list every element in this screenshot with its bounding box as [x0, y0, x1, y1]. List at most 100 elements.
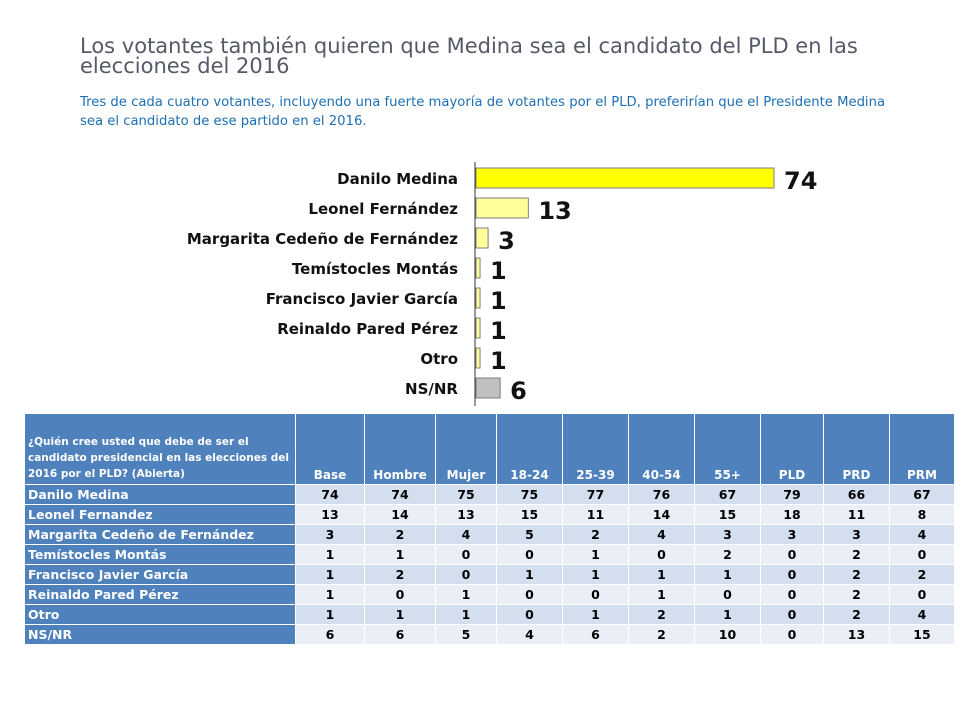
- table-cell: 4: [435, 524, 497, 545]
- table-cell: 8: [889, 504, 955, 525]
- table-cell: 0: [889, 584, 955, 605]
- column-header: 55+: [694, 413, 761, 485]
- table-cell: 14: [628, 504, 695, 525]
- table-cell: 2: [628, 604, 695, 625]
- table-cell: 15: [496, 504, 563, 525]
- table-cell: 15: [694, 504, 761, 525]
- row-label: Danilo Medina: [24, 484, 296, 505]
- table-cell: 3: [823, 524, 890, 545]
- bar-3: [475, 257, 481, 279]
- column-header: PRD: [823, 413, 890, 485]
- table-cell: 13: [435, 504, 497, 525]
- bar-1: [475, 197, 529, 219]
- bar-value-label: 13: [538, 197, 571, 225]
- table-cell: 0: [364, 584, 436, 605]
- table-cell: 1: [364, 604, 436, 625]
- table-cell: 1: [496, 564, 563, 585]
- row-label: Temístocles Montás: [24, 544, 296, 565]
- bar-value-label: 1: [490, 347, 507, 375]
- table-cell: 6: [562, 624, 629, 645]
- table-cell: 5: [496, 524, 563, 545]
- table-body: Danilo Medina 74 74 75 75 77 76 67 79 66 67 Leonel …: [24, 484, 955, 645]
- row-label: Reinaldo Pared Pérez: [24, 584, 296, 605]
- table-cell: 0: [760, 584, 824, 605]
- category-label: Otro: [420, 350, 458, 368]
- table-cell: 13: [823, 624, 890, 645]
- table-cell: 4: [496, 624, 563, 645]
- table-cell: 3: [295, 524, 365, 545]
- table-cell: 0: [562, 584, 629, 605]
- table-cell: 2: [562, 524, 629, 545]
- bar-value-label: 6: [510, 377, 527, 405]
- table-cell: 3: [694, 524, 761, 545]
- row-label: Francisco Javier García: [24, 564, 296, 585]
- table-row: Otro 1 1 1 0 1 2 1 0 2 4: [24, 604, 955, 625]
- table-cell: 2: [364, 524, 436, 545]
- table-cell: 11: [562, 504, 629, 525]
- crosstab-table: ¿Quién cree usted que debe de ser el can…: [24, 413, 955, 645]
- table-cell: 0: [889, 544, 955, 565]
- bar-value-label: 74: [784, 167, 817, 195]
- category-label: Margarita Cedeño de Fernández: [187, 230, 458, 248]
- table-cell: 1: [435, 604, 497, 625]
- table-cell: 11: [823, 504, 890, 525]
- row-label: Leonel Fernandez: [24, 504, 296, 525]
- table-header-row: ¿Quién cree usted que debe de ser el can…: [24, 413, 955, 485]
- column-header: Base: [295, 413, 365, 485]
- bar-4: [475, 287, 481, 309]
- table-cell: 79: [760, 484, 824, 505]
- table-cell: 74: [295, 484, 365, 505]
- table-cell: 1: [364, 544, 436, 565]
- bar-value-label: 1: [490, 287, 507, 315]
- table-row: Francisco Javier García 1 2 0 1 1 1 1 0 2 2: [24, 564, 955, 585]
- table-cell: 6: [295, 624, 365, 645]
- table-cell: 2: [889, 564, 955, 585]
- category-label: Danilo Medina: [337, 170, 458, 188]
- bar-value-label: 3: [498, 227, 515, 255]
- table-cell: 13: [295, 504, 365, 525]
- table-cell: 1: [628, 584, 695, 605]
- table-cell: 4: [889, 524, 955, 545]
- table-cell: 14: [364, 504, 436, 525]
- table-cell: 0: [760, 624, 824, 645]
- column-header: 40-54: [628, 413, 695, 485]
- bar-7: [475, 377, 501, 399]
- table-cell: 18: [760, 504, 824, 525]
- table-cell: 1: [562, 604, 629, 625]
- table-cell: 1: [295, 544, 365, 565]
- table-cell: 4: [628, 524, 695, 545]
- table-cell: 0: [760, 604, 824, 625]
- table-row: Temístocles Montás 1 1 0 0 1 0 2 0 2 0: [24, 544, 955, 565]
- table-cell: 75: [496, 484, 563, 505]
- table-cell: 1: [562, 544, 629, 565]
- table-cell: 0: [760, 564, 824, 585]
- table-cell: 0: [496, 544, 563, 565]
- bar-value-label: 1: [490, 317, 507, 345]
- category-label: Reinaldo Pared Pérez: [277, 320, 458, 338]
- category-label: Temístocles Montás: [292, 260, 458, 278]
- table-cell: 66: [823, 484, 890, 505]
- bar-6: [475, 347, 481, 369]
- category-label: Leonel Fernández: [308, 200, 458, 218]
- table-cell: 1: [694, 564, 761, 585]
- table-cell: 10: [694, 624, 761, 645]
- table-cell: 2: [364, 564, 436, 585]
- bar-0: [475, 167, 775, 189]
- table-cell: 1: [628, 564, 695, 585]
- bar-2: [475, 227, 489, 249]
- table-cell: 3: [760, 524, 824, 545]
- table-cell: 0: [435, 544, 497, 565]
- table-cell: 0: [694, 584, 761, 605]
- bar-5: [475, 317, 481, 339]
- table-cell: 1: [295, 584, 365, 605]
- column-header: 25-39: [562, 413, 629, 485]
- table-cell: 67: [694, 484, 761, 505]
- table-row: Reinaldo Pared Pérez 1 0 1 0 0 1 0 0 2 0: [24, 584, 955, 605]
- table-cell: 0: [760, 544, 824, 565]
- table-cell: 77: [562, 484, 629, 505]
- table-cell: 15: [889, 624, 955, 645]
- table-cell: 1: [694, 604, 761, 625]
- table-question-header: ¿Quién cree usted que debe de ser el can…: [24, 413, 296, 485]
- table-cell: 0: [496, 584, 563, 605]
